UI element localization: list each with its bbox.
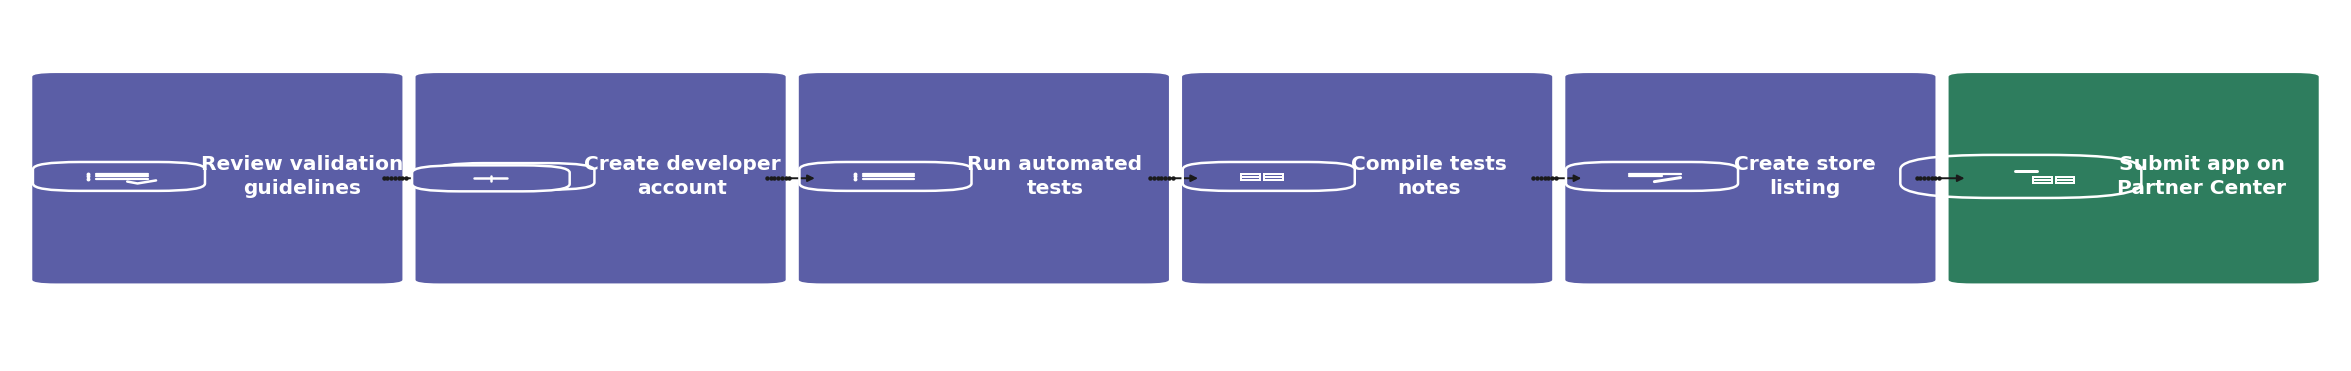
Bar	[2055, 177, 2074, 180]
Text: Compile tests
notes: Compile tests notes	[1352, 155, 1507, 198]
FancyBboxPatch shape	[1949, 73, 2318, 283]
Text: Run automated
tests: Run automated tests	[969, 155, 1143, 198]
Bar	[2034, 177, 2052, 180]
Text: Create developer
account: Create developer account	[583, 155, 781, 198]
Text: Review validation
guidelines: Review validation guidelines	[200, 155, 404, 198]
Bar	[2034, 180, 2052, 183]
FancyBboxPatch shape	[1566, 73, 1935, 283]
FancyBboxPatch shape	[799, 73, 1168, 283]
Text: Create store
listing: Create store listing	[1735, 155, 1876, 198]
Text: Submit app on
Partner Center: Submit app on Partner Center	[2118, 155, 2285, 198]
Bar	[2055, 180, 2074, 183]
FancyBboxPatch shape	[33, 73, 402, 283]
FancyBboxPatch shape	[416, 73, 785, 283]
FancyBboxPatch shape	[1183, 73, 1552, 283]
Bar	[1241, 174, 1260, 177]
Bar	[1262, 177, 1284, 180]
Bar	[1262, 174, 1284, 177]
FancyBboxPatch shape	[411, 165, 569, 191]
Bar	[1241, 177, 1260, 180]
